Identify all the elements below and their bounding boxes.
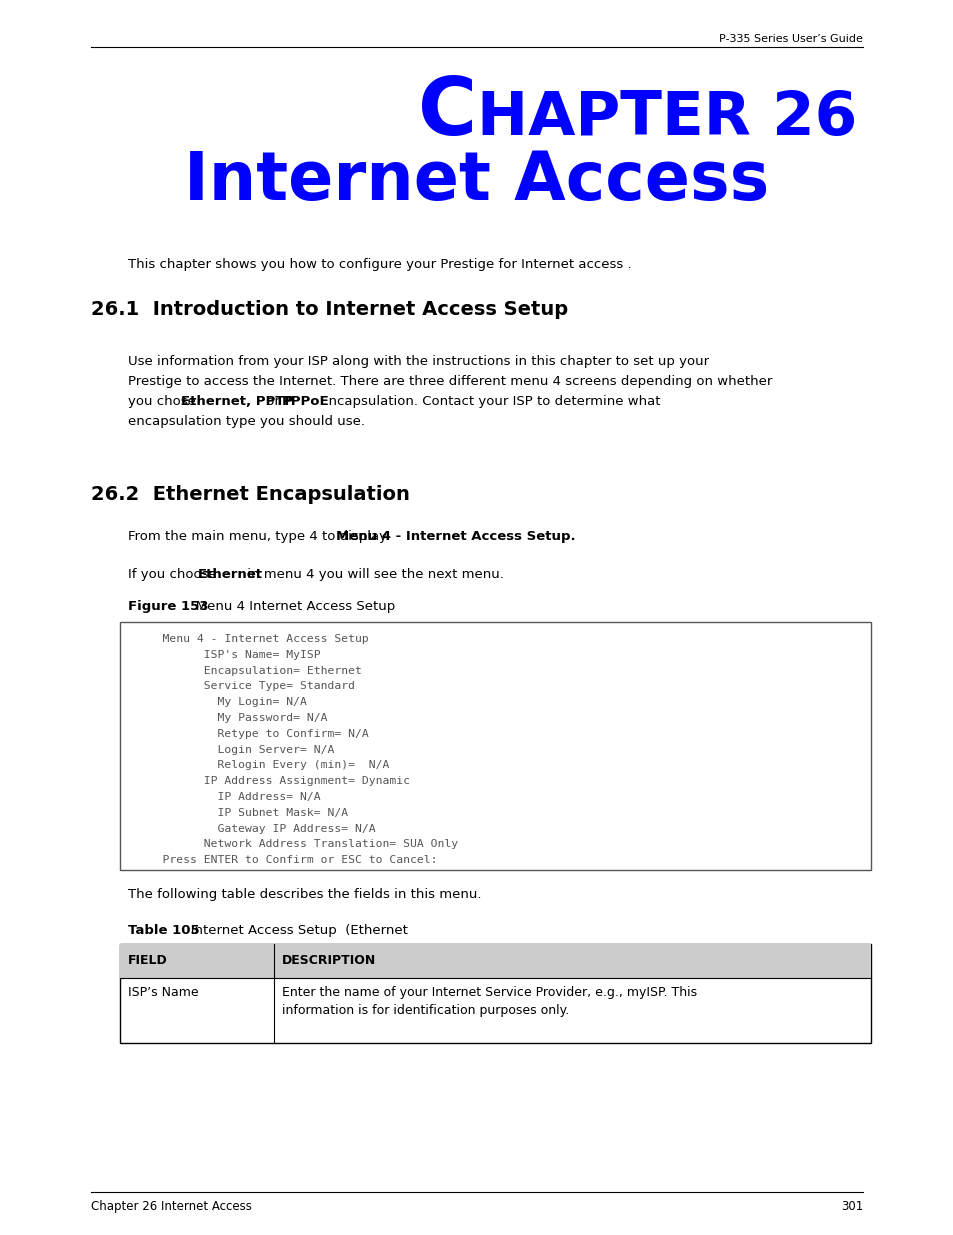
Text: ISP's Name= MyISP: ISP's Name= MyISP — [135, 650, 320, 659]
Text: 301: 301 — [840, 1200, 862, 1213]
Text: or: or — [262, 395, 284, 408]
Text: Ethernet, PPTP: Ethernet, PPTP — [181, 395, 294, 408]
Text: IP Address Assignment= Dynamic: IP Address Assignment= Dynamic — [135, 777, 410, 787]
Text: in menu 4 you will see the next menu.: in menu 4 you will see the next menu. — [243, 568, 503, 580]
Text: Login Server= N/A: Login Server= N/A — [135, 745, 334, 755]
Text: Menu 4 - Internet Access Setup: Menu 4 - Internet Access Setup — [135, 634, 369, 643]
Text: Prestige to access the Internet. There are three different menu 4 screens depend: Prestige to access the Internet. There a… — [128, 375, 772, 388]
Text: 26.1  Introduction to Internet Access Setup: 26.1 Introduction to Internet Access Set… — [91, 300, 568, 319]
Text: DESCRIPTION: DESCRIPTION — [282, 955, 375, 967]
Text: ISP’s Name: ISP’s Name — [128, 986, 198, 999]
Text: Table 105: Table 105 — [128, 924, 199, 937]
Text: encapsulation type you should use.: encapsulation type you should use. — [128, 415, 365, 429]
Text: IP Address= N/A: IP Address= N/A — [135, 792, 320, 802]
Text: you chose: you chose — [128, 395, 200, 408]
Text: P-335 Series User’s Guide: P-335 Series User’s Guide — [719, 35, 862, 44]
Text: HAPTER 26: HAPTER 26 — [476, 89, 857, 148]
Text: Enter the name of your Internet Service Provider, e.g., myISP. This: Enter the name of your Internet Service … — [282, 986, 697, 999]
Text: PPPoE: PPPoE — [282, 395, 330, 408]
Text: This chapter shows you how to configure your Prestige for Internet access .: This chapter shows you how to configure … — [128, 258, 631, 270]
Text: information is for identification purposes only.: information is for identification purpos… — [282, 1004, 569, 1016]
Text: Encapsulation. Contact your ISP to determine what: Encapsulation. Contact your ISP to deter… — [315, 395, 659, 408]
Bar — [120, 944, 870, 1044]
Text: If you choose: If you choose — [128, 568, 221, 580]
Text: Internet Access Setup  (Ethernet: Internet Access Setup (Ethernet — [178, 924, 408, 937]
Text: Service Type= Standard: Service Type= Standard — [135, 682, 355, 692]
Text: My Login= N/A: My Login= N/A — [135, 698, 307, 708]
Text: Use information from your ISP along with the instructions in this chapter to set: Use information from your ISP along with… — [128, 354, 708, 368]
Text: Figure 153: Figure 153 — [128, 600, 209, 613]
Text: Menu 4 - Internet Access Setup.: Menu 4 - Internet Access Setup. — [335, 530, 575, 543]
Text: From the main menu, type 4 to display: From the main menu, type 4 to display — [128, 530, 391, 543]
Text: FIELD: FIELD — [128, 955, 168, 967]
Text: Ethernet: Ethernet — [198, 568, 263, 580]
Text: Menu 4 Internet Access Setup: Menu 4 Internet Access Setup — [183, 600, 395, 613]
Text: Retype to Confirm= N/A: Retype to Confirm= N/A — [135, 729, 369, 739]
Text: IP Subnet Mask= N/A: IP Subnet Mask= N/A — [135, 808, 348, 818]
Text: C: C — [417, 74, 476, 152]
Text: 26.2  Ethernet Encapsulation: 26.2 Ethernet Encapsulation — [91, 485, 410, 504]
Bar — [120, 622, 870, 869]
Bar — [120, 944, 870, 978]
Text: Gateway IP Address= N/A: Gateway IP Address= N/A — [135, 824, 375, 834]
Text: Internet Access: Internet Access — [184, 148, 769, 214]
Text: Network Address Translation= SUA Only: Network Address Translation= SUA Only — [135, 840, 457, 850]
Text: Encapsulation= Ethernet: Encapsulation= Ethernet — [135, 666, 361, 676]
Text: Press ENTER to Confirm or ESC to Cancel:: Press ENTER to Confirm or ESC to Cancel: — [135, 855, 437, 866]
Text: Relogin Every (min)=  N/A: Relogin Every (min)= N/A — [135, 761, 389, 771]
Text: My Password= N/A: My Password= N/A — [135, 713, 327, 722]
Text: The following table describes the fields in this menu.: The following table describes the fields… — [128, 888, 481, 902]
Text: Chapter 26 Internet Access: Chapter 26 Internet Access — [91, 1200, 252, 1213]
